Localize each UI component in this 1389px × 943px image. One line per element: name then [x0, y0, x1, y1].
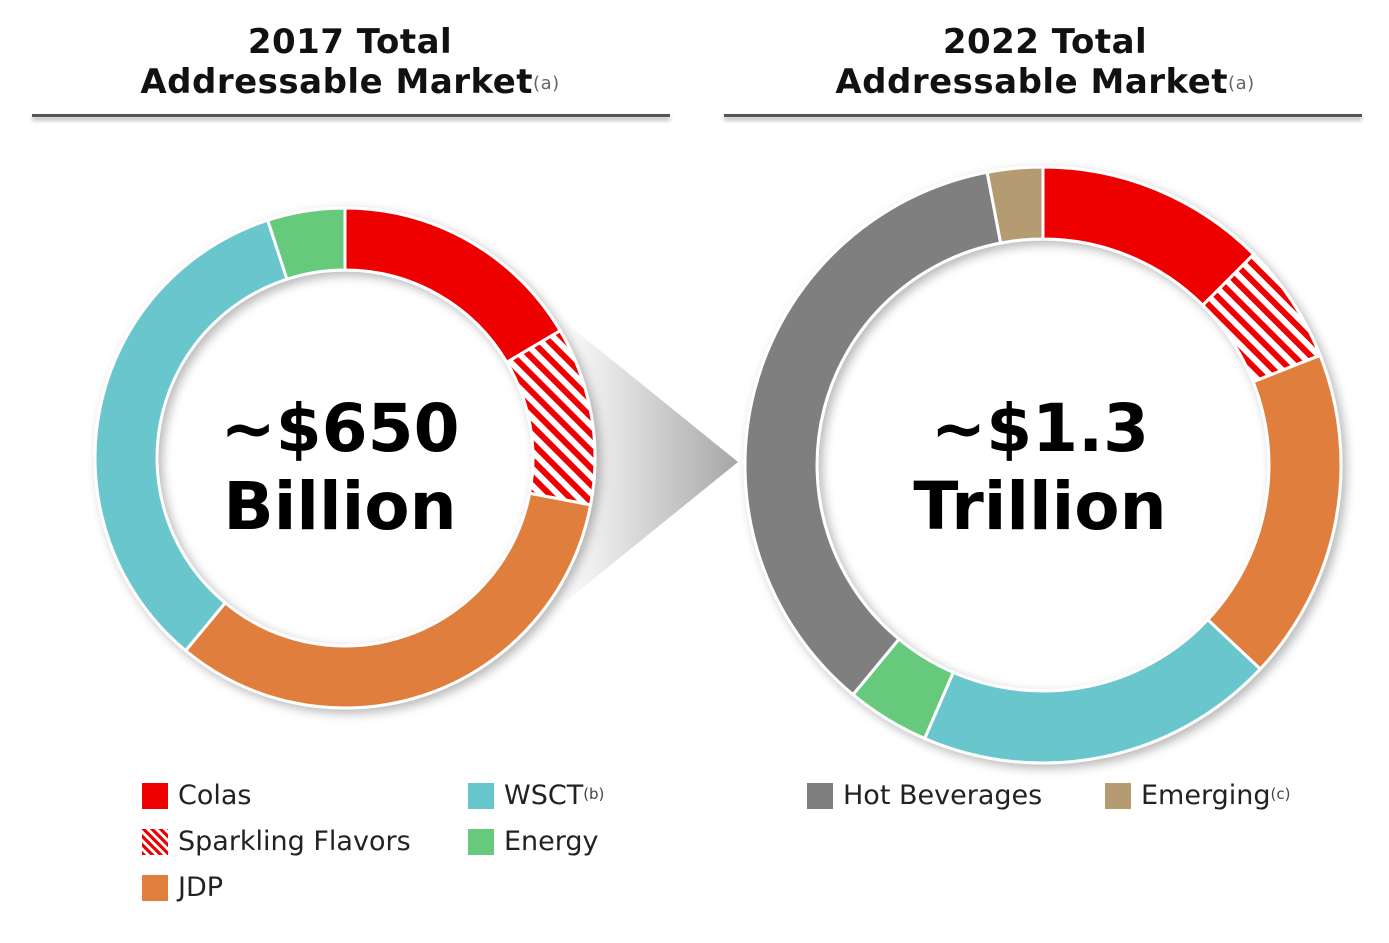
title-line-2: Addressable Market [835, 62, 1229, 102]
donut-2022 [743, 165, 1343, 765]
center-value: ~$650 [220, 390, 460, 467]
transition-arrow [560, 318, 738, 606]
legend-colas: Colas [142, 780, 252, 811]
slice-jdp [1205, 353, 1343, 672]
legend-footnote: (b) [583, 784, 605, 803]
legend-swatch-sparkling-flavors [142, 828, 168, 855]
legend-label: Colas [178, 780, 252, 811]
legend-label: Energy [504, 826, 599, 857]
slice-colas [343, 206, 563, 365]
legend-label: JDP [178, 872, 224, 903]
center-total-2022: ~$1.3 Trillion [870, 390, 1210, 546]
legend-label: Emerging [1141, 780, 1271, 811]
chart-title-2022: 2022 Total Addressable Market(a) [735, 22, 1355, 102]
legend-swatch-jdp [142, 874, 168, 901]
legend-hot-beverages: Hot Beverages [807, 780, 1042, 811]
center-unit: Billion [223, 468, 457, 545]
legend-energy: Energy [468, 826, 599, 857]
slice-wsct [922, 617, 1263, 765]
legend-sparkling-flavors: Sparkling Flavors [142, 826, 411, 857]
legend-swatch-hot-beverages [807, 782, 833, 809]
title-footnote: (a) [533, 73, 560, 94]
slice-emerging [985, 165, 1045, 245]
slice-energy [265, 206, 347, 282]
center-unit: Trillion [913, 468, 1167, 545]
center-value: ~$1.3 [930, 390, 1150, 467]
title-line-1: 2017 Total [247, 22, 453, 62]
title-line-1: 2022 Total [942, 22, 1148, 62]
title-rule-2022 [724, 114, 1362, 117]
legend-swatch-colas [142, 782, 168, 809]
slice-jdp [183, 491, 593, 710]
slice-hot-beverages [743, 170, 1003, 697]
legend-swatch-energy [468, 828, 494, 855]
legend-swatch-emerging [1105, 782, 1131, 809]
title-line-2: Addressable Market [140, 62, 534, 102]
legend-label: Hot Beverages [843, 780, 1043, 811]
legend-wsct: WSCT (b) [468, 780, 604, 811]
legend-swatch-wsct [468, 782, 494, 809]
title-footnote: (a) [1228, 73, 1255, 94]
legend-label: WSCT [504, 780, 584, 811]
donut-2017 [93, 206, 597, 710]
title-rule-2017 [32, 114, 670, 117]
slice-wsct [93, 218, 289, 653]
center-total-2017: ~$650 Billion [190, 390, 490, 546]
legend-footnote: (c) [1270, 784, 1291, 803]
legend-jdp: JDP [142, 872, 223, 903]
legend-emerging: Emerging (c) [1105, 780, 1290, 811]
chart-title-2017: 2017 Total Addressable Market(a) [40, 22, 660, 102]
legend-label: Sparkling Flavors [178, 826, 411, 857]
